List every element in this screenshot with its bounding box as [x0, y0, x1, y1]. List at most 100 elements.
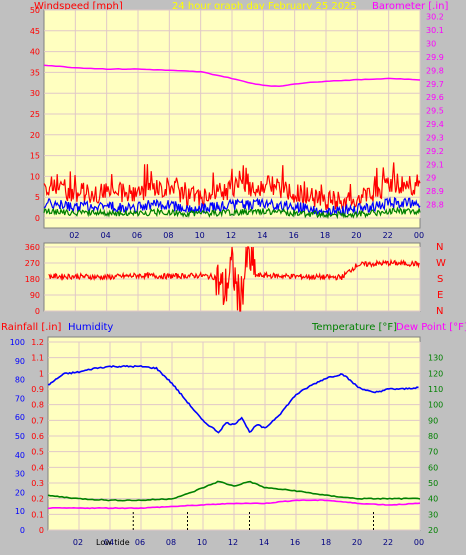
- windspeed-label: Windspeed [mph]: [34, 1, 123, 12]
- barometer-y-tick: 28.9: [426, 187, 444, 196]
- wind-y-tick: 5: [35, 193, 40, 202]
- wind-y-tick: 20: [30, 131, 40, 140]
- temperature-y-tick: 80: [428, 432, 438, 441]
- climate-x-tick: 16: [290, 538, 300, 547]
- temperature-y-tick: 100: [428, 401, 443, 410]
- humidity-y-tick: 80: [15, 376, 25, 385]
- climate-x-tick: 18: [321, 538, 331, 547]
- wind-x-tick: 04: [101, 231, 111, 240]
- wind-x-tick: 18: [320, 231, 330, 240]
- climate-x-tick: 04: [104, 538, 114, 547]
- wind-x-tick: 08: [163, 231, 173, 240]
- barometer-y-tick: 30.1: [426, 26, 444, 35]
- humidity-y-tick: 60: [15, 413, 25, 422]
- humidity-line: [48, 364, 419, 434]
- temperature-y-tick: 90: [428, 416, 438, 425]
- climate-x-tick: 08: [166, 538, 176, 547]
- wind-x-tick: 02: [69, 231, 79, 240]
- barometer-y-tick: 29.3: [426, 133, 444, 142]
- humidity-y-tick: 0: [20, 526, 25, 535]
- climate-x-tick: 02: [73, 538, 83, 547]
- barometer-y-tick: 29.9: [426, 53, 444, 62]
- barometer-y-tick: 29.8: [426, 66, 444, 75]
- temperature-y-tick: 60: [428, 463, 438, 472]
- temperature-y-tick: 50: [428, 479, 438, 488]
- wind-y-tick: 25: [30, 110, 40, 119]
- climate-x-tick: 20: [352, 538, 362, 547]
- wind-y-tick: 40: [30, 48, 40, 57]
- barometer-y-tick: 29.4: [426, 120, 444, 129]
- wind-x-tick: 12: [226, 231, 236, 240]
- direction-letter-e: E: [437, 290, 443, 301]
- rain-y-tick: 0.9: [31, 385, 44, 394]
- barometer-y-tick: 29.1: [426, 160, 444, 169]
- temperature-y-tick: 110: [428, 385, 443, 394]
- dewpoint-line: [47, 499, 421, 510]
- dewpoint-label: Dew Point [°F]: [396, 322, 466, 333]
- barometer-y-tick: 29: [426, 174, 436, 183]
- grid-lines: [44, 9, 421, 531]
- wind-direction-line: [48, 246, 420, 312]
- temperature-y-tick: 130: [428, 354, 443, 363]
- direction-y-tick: 180: [25, 275, 40, 284]
- barometer-line: [43, 64, 421, 88]
- rain-y-tick: 0.6: [31, 432, 44, 441]
- humidity-y-tick: 40: [15, 451, 25, 460]
- wind-average-line: [43, 196, 421, 217]
- barometer-y-tick: 29.7: [426, 80, 444, 89]
- barometer-y-tick: 29.5: [426, 107, 444, 116]
- barometer-y-tick: 30.2: [426, 13, 444, 22]
- climate-x-tick: 12: [228, 538, 238, 547]
- climate-series: [47, 364, 421, 510]
- temperature-line: [47, 480, 421, 502]
- rain-y-tick: 0.7: [31, 416, 44, 425]
- direction-letter-n-bottom: N: [436, 306, 443, 317]
- humidity-label: Humidity: [68, 322, 113, 333]
- barometer-y-tick: 28.8: [426, 201, 444, 210]
- climate-x-tick: 14: [259, 538, 269, 547]
- direction-series: [48, 246, 420, 312]
- graph-date: February 25 2025: [268, 1, 357, 12]
- direction-y-tick: 270: [25, 259, 40, 268]
- wind-x-tick: 10: [195, 231, 205, 240]
- humidity-y-tick: 10: [15, 507, 25, 516]
- humidity-y-tick: 20: [15, 488, 25, 497]
- rain-y-tick: 0.2: [31, 495, 44, 504]
- windspeed-line: [43, 162, 421, 211]
- direction-letter-w: W: [436, 258, 446, 269]
- temperature-y-tick: 120: [428, 369, 443, 378]
- wind-x-tick: 20: [351, 231, 361, 240]
- humidity-y-tick: 100: [10, 338, 25, 347]
- climate-x-tick: 10: [197, 538, 207, 547]
- humidity-y-tick: 90: [15, 357, 25, 366]
- climate-x-tick: 22: [383, 538, 393, 547]
- temperature-y-tick: 20: [428, 526, 438, 535]
- direction-y-tick: 0: [35, 307, 40, 316]
- rain-y-tick: 0.3: [31, 479, 44, 488]
- wind-y-tick: 50: [30, 6, 40, 15]
- barometer-y-tick: 29.2: [426, 147, 444, 156]
- wind-x-tick: 16: [289, 231, 299, 240]
- barometer-label: Barometer [.in]: [372, 1, 448, 12]
- temperature-y-tick: 40: [428, 495, 438, 504]
- rain-y-tick: 1: [39, 369, 44, 378]
- wind-y-tick: 35: [30, 68, 40, 77]
- rain-y-tick: 0.1: [31, 510, 44, 519]
- barometer-y-tick: 29.6: [426, 93, 444, 102]
- humidity-y-tick: 30: [15, 470, 25, 479]
- climate-x-tick: 06: [135, 538, 145, 547]
- wind-y-tick: 45: [30, 27, 40, 36]
- wind-y-tick: 15: [30, 152, 40, 161]
- rain-y-tick: 0: [39, 526, 44, 535]
- wind-x-tick: 00: [414, 231, 424, 240]
- wind-low-line: [43, 206, 421, 220]
- direction-y-tick: 90: [30, 291, 40, 300]
- rain-y-tick: 1.2: [31, 338, 44, 347]
- rain-y-tick: 1.1: [31, 354, 44, 363]
- barometer-y-tick: 30: [426, 40, 436, 49]
- temperature-y-tick: 70: [428, 448, 438, 457]
- direction-y-tick: 360: [25, 243, 40, 252]
- rain-y-tick: 0.8: [31, 401, 44, 410]
